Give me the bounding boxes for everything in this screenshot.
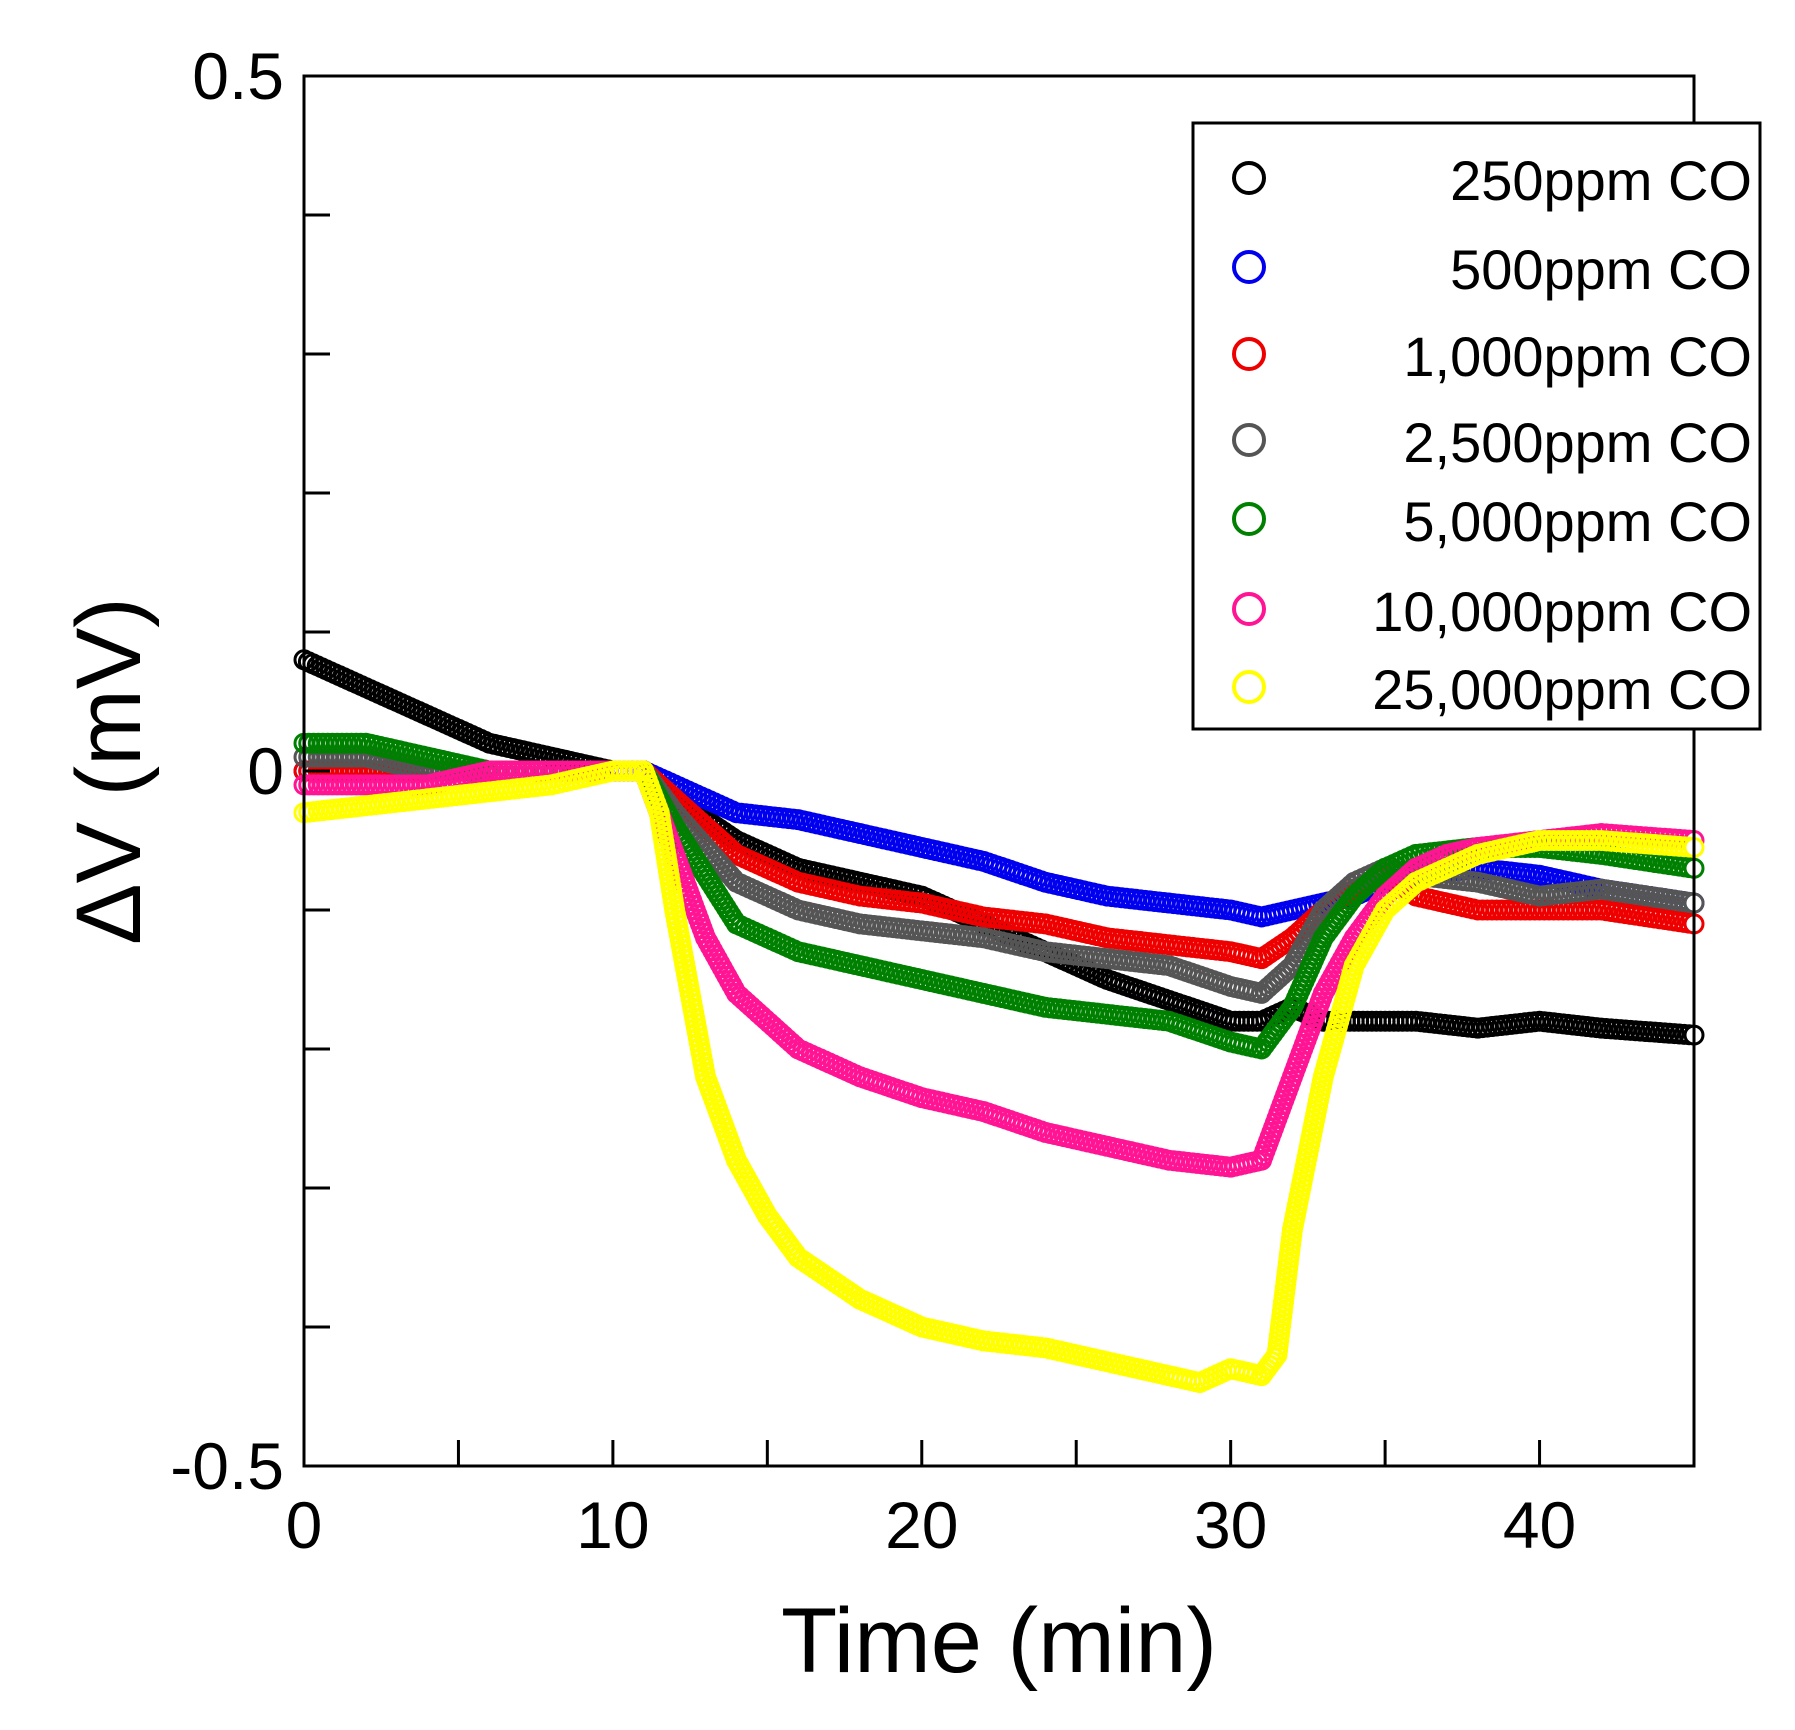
legend-label: 250ppm CO <box>1450 149 1752 212</box>
series-6 <box>293 760 1705 1178</box>
legend-label: 10,000ppm CO <box>1372 580 1752 643</box>
legend-box <box>1191 121 1762 731</box>
legend-marker <box>1232 423 1266 457</box>
legend-label: 500ppm CO <box>1450 238 1752 301</box>
x-tick-label: 30 <box>1194 1488 1267 1562</box>
y-tick-label: 0.5 <box>192 39 284 113</box>
x-axis-title: Time (min) <box>781 1590 1217 1692</box>
legend-label: 25,000ppm CO <box>1372 658 1752 721</box>
legend-marker <box>1232 502 1266 536</box>
y-tick-label: -0.5 <box>170 1429 284 1503</box>
legend-marker <box>1232 337 1266 371</box>
x-tick-label: 20 <box>885 1488 958 1562</box>
y-tick-label: 0 <box>247 734 284 808</box>
y-axis-title: ΔV (mV) <box>58 597 160 945</box>
legend-label: 1,000ppm CO <box>1403 325 1752 388</box>
legend-label: 2,500ppm CO <box>1403 411 1752 474</box>
x-tick-label: 40 <box>1503 1488 1576 1562</box>
legend-marker <box>1232 161 1266 195</box>
legend-entries: 250ppm CO 500ppm CO 1,000ppm CO 2,500ppm CO… <box>1232 149 1752 721</box>
legend-marker <box>1232 670 1266 704</box>
axes-layer: 0 10 20 30 400.50-0.5 <box>170 39 1696 1562</box>
x-tick-label: 10 <box>576 1488 649 1562</box>
legend-label: 5,000ppm CO <box>1403 490 1752 553</box>
legend: 250ppm CO 500ppm CO 1,000ppm CO 2,500ppm CO… <box>1191 121 1762 731</box>
series-layer <box>293 649 1705 1394</box>
series-7 <box>293 760 1705 1394</box>
x-tick-label: 0 <box>286 1488 323 1562</box>
legend-marker <box>1232 250 1266 284</box>
legend-marker <box>1232 592 1266 626</box>
